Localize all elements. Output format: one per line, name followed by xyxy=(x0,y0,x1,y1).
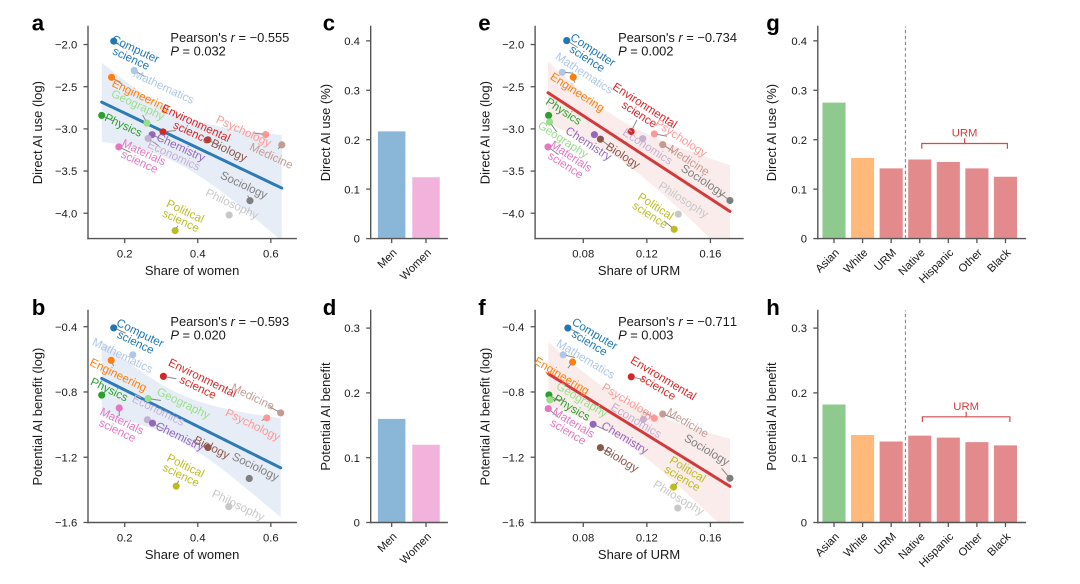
svg-text:Potential AI benefit (log): Potential AI benefit (log) xyxy=(30,348,45,486)
svg-text:−1.2: −1.2 xyxy=(502,452,524,464)
svg-text:0.08: 0.08 xyxy=(572,249,594,261)
svg-text:0.1: 0.1 xyxy=(791,453,807,465)
svg-text:P = 0: P = 0 . 0 2 0 xyxy=(170,319,225,344)
svg-text:0.6: 0.6 xyxy=(263,249,279,261)
svg-text:Potential AI benefit: Potential AI benefit xyxy=(318,362,333,471)
svg-text:Direct AI use (%): Direct AI use (%) xyxy=(764,84,779,181)
svg-text:−2.5: −2.5 xyxy=(55,82,77,94)
svg-text:0.2: 0.2 xyxy=(344,135,360,147)
svg-text:Potential AI benefit: Potential AI benefit xyxy=(764,362,779,471)
svg-text:0.1: 0.1 xyxy=(791,184,807,196)
svg-text:Share of URM: Share of URM xyxy=(598,547,680,562)
svg-text:Share of women: Share of women xyxy=(145,263,240,278)
svg-text:Share of URM: Share of URM xyxy=(598,263,680,278)
svg-text:−0.8: −0.8 xyxy=(502,387,524,399)
svg-text:−2.5: −2.5 xyxy=(502,82,524,94)
svg-text:0: 0 xyxy=(354,234,360,246)
svg-text:P = 0: P = 0 . 0 3 2 xyxy=(170,35,225,60)
svg-text:b: b xyxy=(32,295,46,320)
svg-text:0.3: 0.3 xyxy=(344,85,360,97)
svg-text:Potential AI benefit (log): Potential AI benefit (log) xyxy=(477,348,492,486)
svg-text:−1.2: −1.2 xyxy=(55,452,77,464)
svg-text:0.4: 0.4 xyxy=(791,36,807,48)
svg-text:0.2: 0.2 xyxy=(344,388,360,400)
svg-text:0: 0 xyxy=(801,518,807,530)
svg-text:0.3: 0.3 xyxy=(791,85,807,97)
svg-text:P e a r s: P e a r s o n ' s = − 0 . 7 1 1 r xyxy=(618,306,743,331)
svg-text:URM: URM xyxy=(953,401,979,413)
svg-text:0.16: 0.16 xyxy=(699,249,721,261)
svg-text:0.12: 0.12 xyxy=(636,532,658,544)
svg-text:P e a r s: P e a r s o n ' s = − 0 . 7 3 4 r xyxy=(618,22,743,47)
svg-text:0.2: 0.2 xyxy=(791,135,807,147)
svg-text:0.1: 0.1 xyxy=(344,184,360,196)
svg-text:Share of women: Share of women xyxy=(145,547,240,562)
svg-text:0.4: 0.4 xyxy=(344,36,360,48)
svg-text:0.16: 0.16 xyxy=(699,532,721,544)
svg-text:g: g xyxy=(766,11,780,36)
svg-text:0.6: 0.6 xyxy=(263,532,279,544)
svg-text:0: 0 xyxy=(801,234,807,246)
svg-text:d: d xyxy=(323,295,337,320)
svg-text:e: e xyxy=(478,11,490,36)
svg-text:a: a xyxy=(32,11,45,36)
svg-text:−4.0: −4.0 xyxy=(55,208,77,220)
svg-text:h: h xyxy=(766,295,780,320)
svg-text:P e a r s: P e a r s o n ' s = − 0 . 5 5 5 r xyxy=(170,22,295,47)
svg-text:−3.0: −3.0 xyxy=(55,124,77,136)
svg-text:0.08: 0.08 xyxy=(572,532,594,544)
svg-text:0.2: 0.2 xyxy=(117,532,133,544)
svg-text:0.2: 0.2 xyxy=(791,388,807,400)
svg-text:−3.5: −3.5 xyxy=(55,166,77,178)
svg-text:0.3: 0.3 xyxy=(791,323,807,335)
svg-text:URM: URM xyxy=(952,128,978,140)
svg-text:c: c xyxy=(323,11,335,36)
svg-text:−0.4: −0.4 xyxy=(502,322,524,334)
svg-text:P = 0: P = 0 . 0 0 3 xyxy=(618,319,673,344)
svg-text:Direct AI use (%): Direct AI use (%) xyxy=(318,84,333,181)
svg-text:−2.0: −2.0 xyxy=(55,40,77,52)
svg-text:0.4: 0.4 xyxy=(190,249,206,261)
svg-text:−1.6: −1.6 xyxy=(502,518,524,530)
svg-text:0.4: 0.4 xyxy=(190,532,206,544)
svg-text:Direct AI use (log): Direct AI use (log) xyxy=(30,81,45,184)
svg-text:0.3: 0.3 xyxy=(344,323,360,335)
svg-text:−0.8: −0.8 xyxy=(55,387,77,399)
svg-text:P e a r s: P e a r s o n ' s = − 0 . 5 9 3 r xyxy=(170,306,295,331)
svg-text:−4.0: −4.0 xyxy=(502,208,524,220)
svg-text:−0.4: −0.4 xyxy=(55,322,77,334)
svg-text:Direct AI use (log): Direct AI use (log) xyxy=(477,81,492,184)
svg-text:−3.5: −3.5 xyxy=(502,166,524,178)
svg-text:−3.0: −3.0 xyxy=(502,124,524,136)
svg-text:0.12: 0.12 xyxy=(636,249,658,261)
svg-text:−2.0: −2.0 xyxy=(502,40,524,52)
svg-text:0.1: 0.1 xyxy=(344,453,360,465)
svg-text:f: f xyxy=(478,295,486,320)
svg-text:0.2: 0.2 xyxy=(117,249,133,261)
svg-text:P = 0: P = 0 . 0 0 2 xyxy=(618,35,673,60)
svg-text:0: 0 xyxy=(354,518,360,530)
svg-text:−1.6: −1.6 xyxy=(55,518,77,530)
